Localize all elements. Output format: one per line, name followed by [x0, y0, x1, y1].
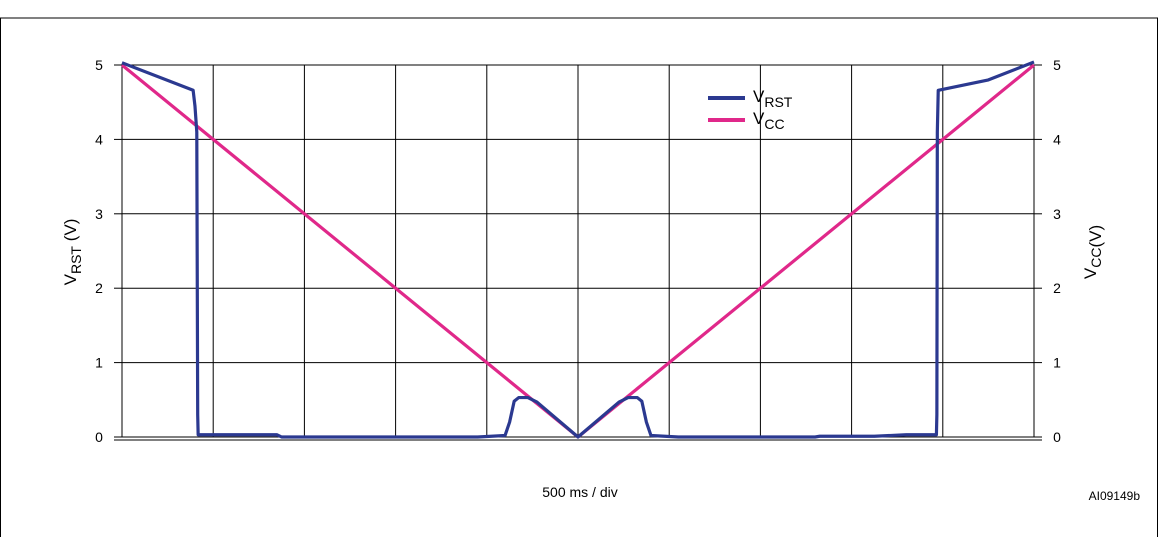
grid: [114, 64, 1042, 441]
y-right-label-main: V: [1081, 267, 1100, 279]
legend-vrst-sub: RST: [764, 94, 792, 110]
y-left-label-sub: RST: [68, 246, 84, 274]
right-tick-labels: 0 1 2 3 4 5: [1053, 57, 1061, 445]
y-right-label-unit: (V): [1086, 225, 1105, 248]
series-lines: [120, 60, 1036, 439]
legend-vrst-main: V: [753, 87, 765, 106]
right-tick-label-4: 4: [1053, 131, 1061, 147]
right-tick-label-3: 3: [1053, 206, 1061, 222]
left-tick-label-1: 1: [95, 355, 103, 371]
figure-id: AI09149b: [1089, 489, 1141, 503]
left-tick-label-5: 5: [95, 57, 103, 73]
legend-label-vrst: VRST: [753, 87, 793, 110]
legend-vcc-main: V: [753, 109, 765, 128]
right-tick-label-2: 2: [1053, 280, 1061, 296]
x-axis-label: 500 ms / div: [542, 484, 617, 500]
left-tick-label-2: 2: [95, 280, 103, 296]
y-left-label-main: V: [61, 273, 80, 285]
y-right-label-sub: CC: [1088, 248, 1104, 268]
legend-label-vcc: VCC: [753, 109, 785, 132]
y-axis-right-label: VCC(V): [1081, 225, 1105, 279]
legend: VRST VCC: [708, 87, 793, 132]
y-axis-left-label: VRST (V): [61, 219, 84, 286]
left-tick-label-4: 4: [95, 131, 103, 147]
right-tick-label-0: 0: [1053, 429, 1061, 445]
series-vrst-line: [121, 60, 1035, 439]
left-tick-labels: 0 1 2 3 4 5: [95, 57, 103, 445]
y-left-label-unit: (V): [61, 219, 80, 242]
right-tick-label-1: 1: [1053, 355, 1061, 371]
left-tick-label-3: 3: [95, 206, 103, 222]
right-tick-label-5: 5: [1053, 57, 1061, 73]
legend-vcc-sub: CC: [764, 116, 784, 132]
left-tick-label-0: 0: [95, 429, 103, 445]
